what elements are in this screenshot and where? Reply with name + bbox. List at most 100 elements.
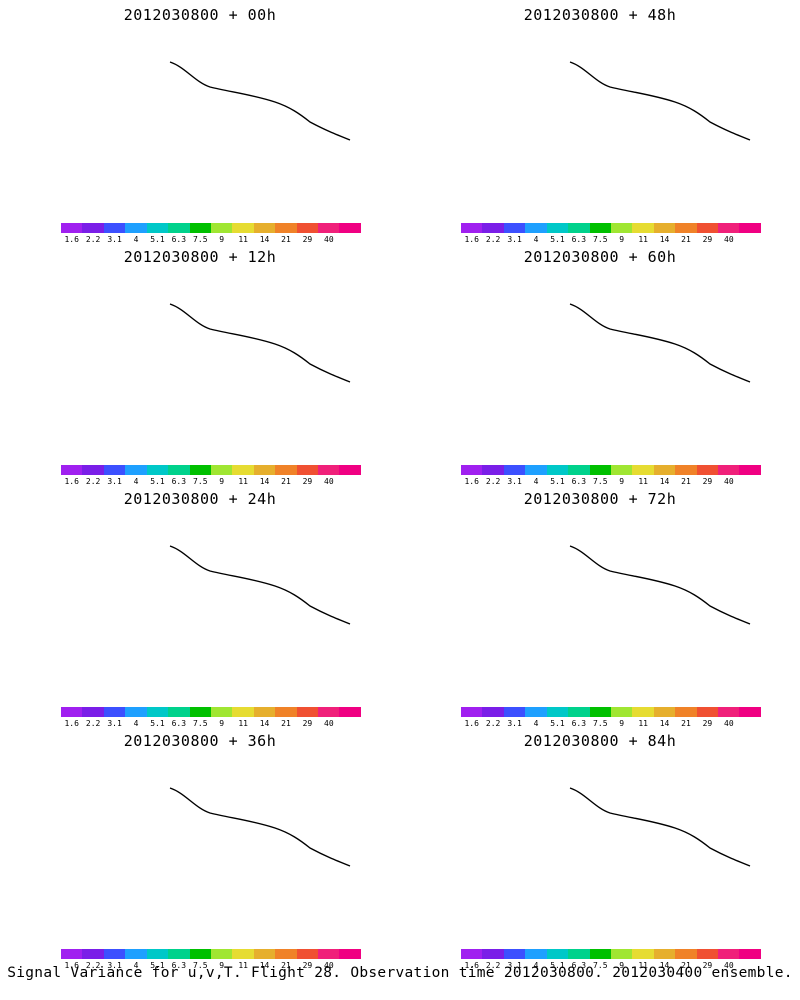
coastline bbox=[169, 61, 351, 141]
colorbar-tick-label: 9 bbox=[619, 719, 625, 728]
colorbar-tick-label: 1.6 bbox=[64, 235, 79, 244]
colorbar bbox=[461, 949, 761, 961]
colorbar-tick-label: 11 bbox=[238, 719, 248, 728]
colorbar-swatch bbox=[568, 949, 590, 959]
figure-caption: Signal Variance for u,v,T. Flight 28. Ob… bbox=[7, 965, 793, 981]
colorbar-tick-label: 21 bbox=[281, 235, 291, 244]
colorbar-swatch bbox=[503, 465, 526, 475]
colorbar-swatch bbox=[525, 949, 547, 959]
colorbar-tick-label: 3.1 bbox=[107, 477, 122, 486]
colorbar-swatch bbox=[275, 465, 297, 475]
variance-field bbox=[0, 506, 400, 716]
colorbar-tick-label: 11 bbox=[238, 477, 248, 486]
colorbar-tick-label: 1.6 bbox=[464, 477, 479, 486]
colorbar-tick-label: 21 bbox=[681, 477, 691, 486]
colorbar-swatch bbox=[189, 949, 211, 959]
colorbar-tick-label: 21 bbox=[281, 961, 291, 970]
forecast-panel: 2012030800 + 60h 1.6 2.2 3.1 4 5.1 6.3 7.5 9 11 14… bbox=[400, 242, 800, 487]
variance-map bbox=[169, 787, 351, 867]
colorbar-tick-label: 11 bbox=[638, 961, 648, 970]
colorbar-tick-label: 4 bbox=[133, 477, 139, 486]
variance-map bbox=[169, 61, 351, 141]
variance-field bbox=[400, 506, 800, 716]
colorbar-tick-label: 2.2 bbox=[85, 719, 101, 728]
colorbar-tick-label: 4 bbox=[133, 961, 139, 970]
colorbar-tick-label: 9 bbox=[219, 477, 225, 486]
colorbar-swatch bbox=[275, 707, 297, 717]
colorbar-tick-label: 40 bbox=[724, 961, 734, 970]
colorbar-swatch bbox=[103, 707, 126, 717]
colorbar-swatch bbox=[632, 707, 654, 717]
colorbar-swatch bbox=[696, 707, 719, 717]
colorbar-swatch bbox=[146, 707, 169, 717]
colorbar-tick-label: 11 bbox=[638, 719, 648, 728]
colorbar-swatch bbox=[739, 707, 761, 717]
colorbar-tick-label: 29 bbox=[302, 719, 313, 728]
colorbar-tick-label: 1.6 bbox=[64, 477, 79, 486]
colorbar-tick-label: 40 bbox=[724, 235, 734, 244]
colorbar-swatch bbox=[296, 949, 319, 959]
colorbar-tick-label: 40 bbox=[324, 235, 334, 244]
colorbar-tick-label: 7.5 bbox=[593, 719, 608, 728]
colorbar-labels: 1.6 2.2 3.1 4 5.1 6.3 7.5 9 11 14 21 29 40 bbox=[61, 961, 361, 971]
coastline bbox=[569, 303, 751, 383]
panel-title: 2012030800 + 12h bbox=[123, 248, 277, 266]
colorbar-tick-label: 6.3 bbox=[571, 477, 587, 486]
colorbar-tick-label: 4 bbox=[133, 235, 139, 244]
colorbar-swatch bbox=[210, 707, 233, 717]
forecast-panel: 2012030800 + 36h 1.6 2.2 3.1 4 5.1 6.3 7.5 9 11 14… bbox=[0, 726, 400, 971]
colorbar-swatch bbox=[61, 949, 83, 959]
forecast-panel: 2012030800 + 72h 1.6 2.2 3.1 4 5.1 6.3 7.5 9 11 14… bbox=[400, 484, 800, 728]
colorbar-swatch bbox=[232, 949, 254, 959]
colorbar-swatch bbox=[739, 223, 761, 233]
colorbar-swatch bbox=[525, 223, 547, 233]
colorbar-swatch bbox=[103, 223, 126, 233]
colorbar-labels: 1.6 2.2 3.1 4 5.1 6.3 7.5 9 11 14 21 29 40 bbox=[461, 477, 761, 487]
colorbar-tick-label: 5.1 bbox=[550, 235, 565, 244]
colorbar-tick-label: 9 bbox=[219, 719, 225, 728]
colorbar-swatch bbox=[339, 465, 361, 475]
colorbar-swatch bbox=[125, 223, 147, 233]
colorbar-swatch bbox=[675, 949, 697, 959]
colorbar-swatch bbox=[632, 465, 654, 475]
colorbar-tick-label: 7.5 bbox=[593, 961, 608, 970]
colorbar-tick-label: 21 bbox=[281, 477, 291, 486]
colorbar-swatch bbox=[482, 223, 504, 233]
colorbar-swatch bbox=[103, 465, 126, 475]
colorbar-swatch bbox=[253, 465, 276, 475]
colorbar bbox=[61, 949, 361, 961]
colorbar-swatch bbox=[461, 949, 483, 959]
colorbar-swatch bbox=[718, 707, 740, 717]
variance-map bbox=[0, 506, 400, 716]
colorbar-tick-label: 4 bbox=[133, 719, 139, 728]
colorbar-tick-label: 3.1 bbox=[507, 719, 522, 728]
colorbar-swatch bbox=[232, 223, 254, 233]
colorbar-tick-label: 11 bbox=[638, 477, 648, 486]
colorbar-swatch bbox=[632, 223, 654, 233]
colorbar-swatch bbox=[461, 465, 483, 475]
colorbar-swatch bbox=[718, 949, 740, 959]
colorbar-tick-label: 6.3 bbox=[571, 235, 587, 244]
colorbar-swatch bbox=[61, 223, 83, 233]
colorbar-tick-label: 21 bbox=[281, 719, 291, 728]
colorbar-tick-label: 3.1 bbox=[507, 477, 522, 486]
colorbar-tick-label: 29 bbox=[302, 235, 313, 244]
colorbar-tick-label: 6.3 bbox=[171, 235, 187, 244]
panel-title: 2012030800 + 60h bbox=[523, 248, 677, 266]
colorbar-labels: 1.6 2.2 3.1 4 5.1 6.3 7.5 9 11 14 21 29 40 bbox=[461, 961, 761, 971]
colorbar-swatch bbox=[146, 949, 169, 959]
panel-title: 2012030800 + 84h bbox=[523, 732, 677, 750]
colorbar-tick-label: 6.3 bbox=[171, 477, 187, 486]
colorbar-swatch bbox=[546, 949, 569, 959]
colorbar-tick-label: 40 bbox=[724, 719, 734, 728]
colorbar-swatch bbox=[125, 949, 147, 959]
colorbar bbox=[61, 707, 361, 719]
colorbar-swatch bbox=[232, 707, 254, 717]
coastline bbox=[569, 545, 751, 625]
colorbar-swatch bbox=[318, 465, 340, 475]
colorbar-tick-label: 9 bbox=[219, 961, 225, 970]
colorbar-swatch bbox=[82, 707, 104, 717]
colorbar-swatch bbox=[296, 707, 319, 717]
colorbar-swatch bbox=[653, 949, 676, 959]
colorbar-tick-label: 6.3 bbox=[171, 719, 187, 728]
